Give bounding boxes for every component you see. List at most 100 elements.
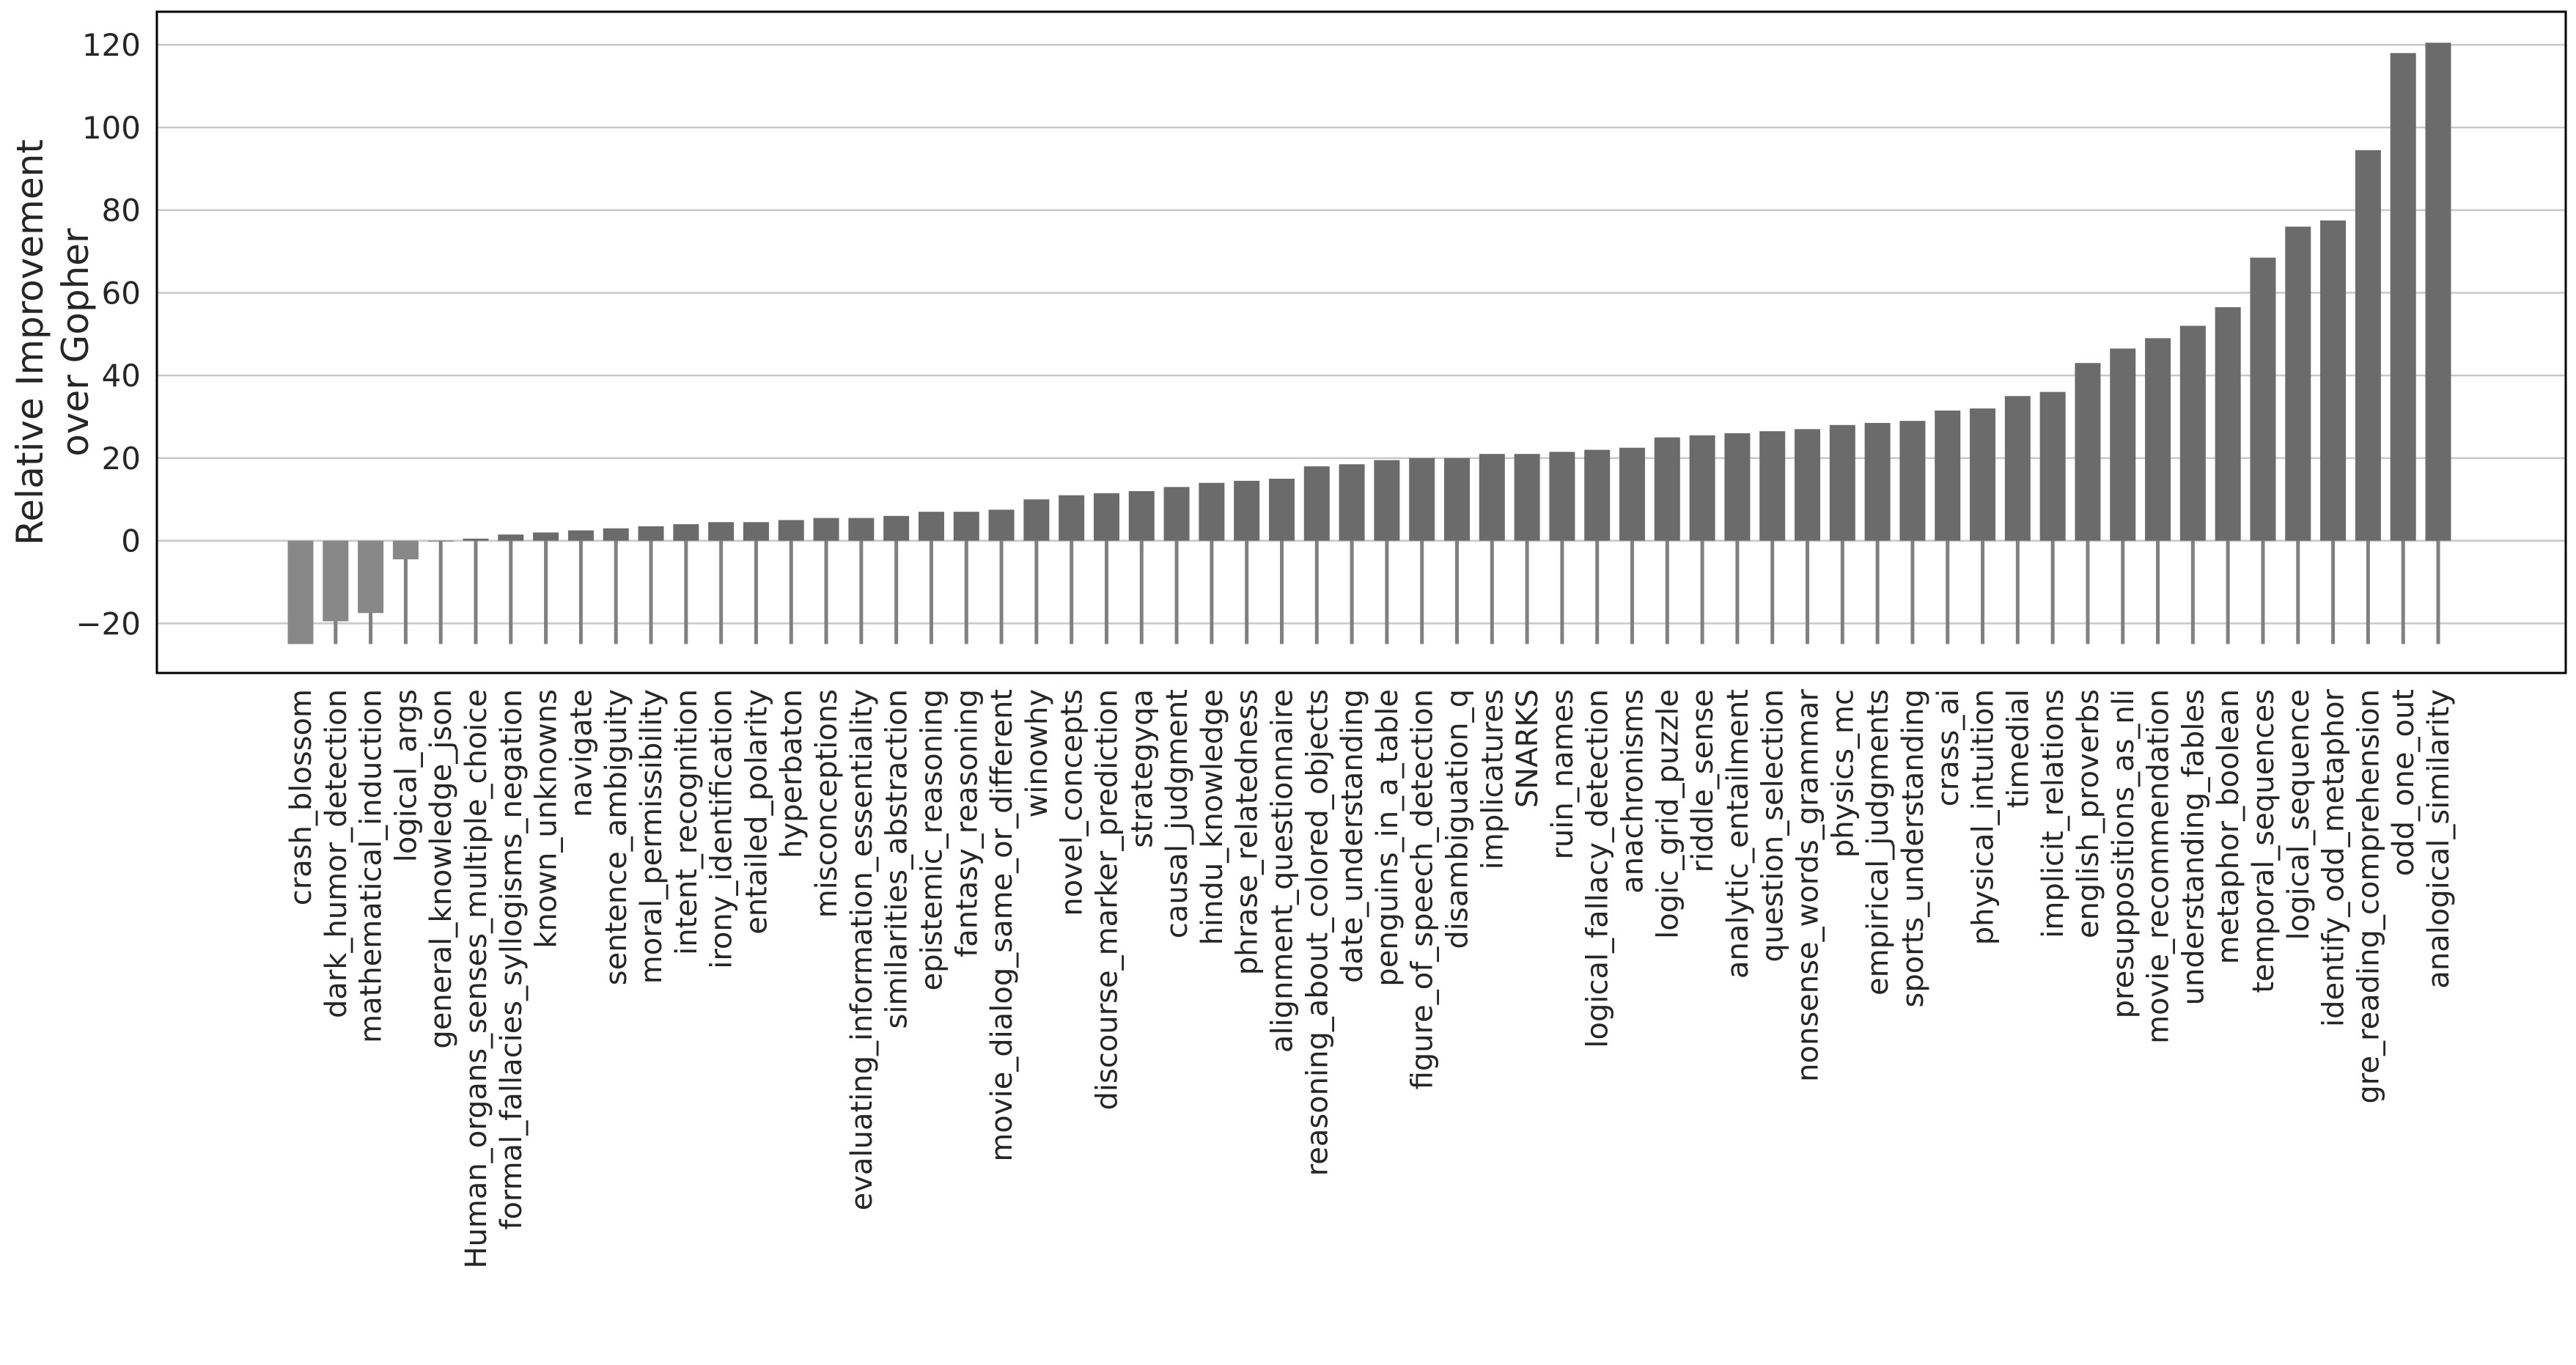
category-label: formal_fallacies_syllogisms_negation (495, 689, 529, 1230)
category-label: strategyqa (1125, 689, 1159, 848)
category-label: movie_recommendation (2142, 689, 2176, 1044)
category-label: presuppositions_as_nli (2107, 689, 2141, 1018)
bar (1619, 447, 1646, 541)
category-label: identify_odd_metaphor (2317, 688, 2351, 1027)
category-label: Human_organs_senses_multiple_choice (460, 689, 493, 1269)
bar (2145, 338, 2171, 541)
category-label: physics_mc (1826, 689, 1860, 858)
category-label: crash_blossom (284, 689, 318, 905)
category-label: crass_ai (1932, 689, 1965, 806)
bar (2425, 43, 2451, 541)
category-label: ruin_names (1546, 689, 1580, 860)
bar (1549, 452, 1575, 541)
bar (323, 540, 349, 622)
category-label: similarities_abstraction (880, 689, 914, 1029)
bar (603, 528, 629, 541)
bar (1234, 480, 1260, 541)
bar (287, 540, 314, 644)
y-tick-label: 100 (82, 110, 141, 146)
category-label: navigate (564, 689, 598, 817)
category-label: hindu_knowledge (1196, 689, 1229, 945)
bar (1864, 422, 1891, 541)
error-whiskers (298, 540, 2440, 644)
bar (1128, 490, 1155, 541)
bar (1654, 437, 1680, 541)
category-label: alignment_questionnaire (1265, 689, 1299, 1053)
y-axis-title-line-2: over Gopher (54, 228, 97, 457)
category-label: analogical_similarity (2422, 689, 2456, 989)
y-tick-labels: −20 0 20 40 60 80 100 120 (76, 27, 141, 641)
category-label: hyperbaton (775, 689, 809, 858)
bar (358, 540, 384, 614)
bar (2039, 391, 2066, 541)
category-label: known_unknowns (530, 689, 564, 949)
category-label: evaluating_information_essentiality (845, 689, 879, 1210)
category-label: novel_concepts (1056, 689, 1089, 916)
bar (2110, 348, 2136, 541)
y-tick-label: 20 (102, 441, 141, 477)
category-label: understanding_fables (2176, 689, 2210, 1005)
category-label: date_understanding (1336, 689, 1369, 983)
bar (953, 512, 979, 541)
bar (1584, 449, 1611, 541)
category-label: fantasy_reasoning (950, 689, 984, 957)
bar (1759, 431, 1786, 541)
bar (1935, 411, 1961, 541)
category-label: discourse_marker_prediction (1090, 689, 1124, 1110)
category-label: disambiguation_q (1441, 689, 1475, 949)
bar (1163, 487, 1190, 541)
category-label: epistemic_reasoning (915, 689, 949, 991)
category-label: question_selection (1756, 689, 1790, 963)
category-label: riddle_sense (1686, 689, 1720, 872)
bar (2215, 307, 2241, 541)
category-label: empirical_judgments (1861, 689, 1895, 996)
category-label: logical_args (389, 689, 423, 862)
category-label: general_knowledge_json (424, 689, 458, 1049)
category-label: logical_fallacy_detection (1581, 689, 1615, 1048)
bar (1409, 457, 1435, 541)
bar (1970, 408, 1996, 541)
category-label: moral_permissibility (635, 689, 669, 984)
category-label: irony_identification (705, 689, 739, 969)
bar (1829, 424, 1855, 541)
bars (287, 43, 2451, 644)
category-label: sentence_ambiguity (600, 689, 633, 985)
plot-frame (155, 10, 2567, 674)
bar (708, 522, 735, 541)
bar (1268, 479, 1295, 541)
bar (1479, 454, 1505, 541)
bar (392, 540, 419, 559)
bar (1724, 433, 1751, 541)
category-label: movie_dialog_same_or_different (985, 689, 1019, 1162)
category-label: dark_humor_detection (320, 689, 353, 1018)
bar (2004, 396, 2031, 541)
category-label: SNARKS (1511, 689, 1545, 808)
bar (743, 522, 769, 541)
y-axis-title-line-1: Relative Improvement (9, 139, 51, 545)
category-label: winowhy (1020, 689, 1054, 817)
category-label: sports_understanding (1896, 689, 1930, 1007)
y-tick-label: 0 (121, 523, 141, 559)
bar (1303, 466, 1330, 541)
category-label: implicit_relations (2036, 689, 2070, 938)
category-label: phrase_relatedness (1231, 689, 1265, 975)
category-label: logic_grid_puzzle (1651, 689, 1685, 939)
y-tick-label: −20 (76, 606, 141, 641)
bar (2250, 257, 2276, 541)
bar (1023, 499, 1050, 541)
bar (1199, 482, 1225, 541)
category-label: physical_intuition (1967, 689, 2001, 945)
category-label: entailed_polarity (740, 689, 773, 935)
bar (1899, 421, 1926, 541)
y-tick-label: 60 (102, 275, 141, 311)
y-tick-label: 120 (82, 27, 141, 63)
category-label: metaphor_boolean (2212, 689, 2245, 964)
category-label: reasoning_about_colored_objects (1300, 689, 1334, 1176)
category-label: causal_judgment (1160, 689, 1194, 938)
category-label: penguins_in_a_table (1371, 689, 1405, 987)
bar (813, 518, 839, 541)
category-label: timedial (2001, 689, 2035, 809)
bar (567, 530, 594, 541)
category-label: analytic_entailment (1721, 689, 1755, 979)
